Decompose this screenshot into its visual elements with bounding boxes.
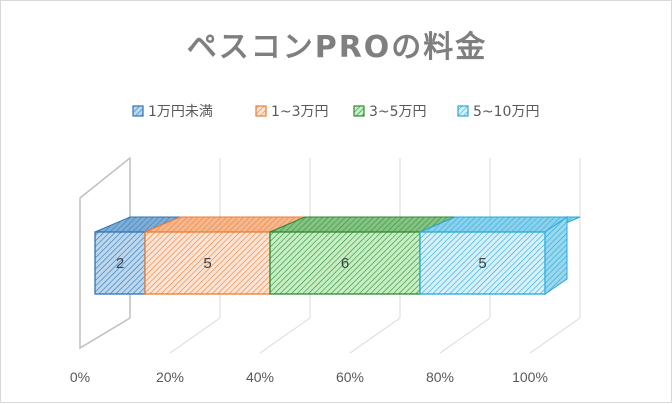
bar-top-shade: [95, 217, 180, 232]
x-tick-label: 60%: [336, 369, 364, 385]
legend-label-3: 3~5万円: [369, 104, 427, 120]
x-tick-label: 100%: [512, 369, 548, 385]
legend-swatch-4: [457, 105, 469, 117]
x-tick-label: 80%: [426, 369, 454, 385]
legend-label-4: 5~10万円: [473, 104, 539, 120]
bar-segment-4: [419, 216, 581, 295]
floor-gridline-4: [439, 317, 491, 354]
bar-top-shade: [420, 217, 580, 232]
legend: 1万円未満 1~3万円 3~5万円 5~10万円: [132, 104, 539, 120]
legend-label-2: 1~3万円: [271, 104, 329, 120]
bar-front-face: [419, 231, 546, 295]
bar-series: [94, 216, 581, 295]
floor-gridline-2: [259, 317, 311, 354]
bar-top-shade: [145, 217, 305, 232]
bar-front-face: [144, 231, 271, 295]
data-label-2: 5: [203, 255, 211, 272]
x-tick-label: 0%: [70, 369, 90, 385]
data-label-1: 2: [116, 255, 124, 272]
data-label-4: 5: [478, 255, 486, 272]
legend-swatch-2: [255, 105, 267, 117]
floor-gridline-1: [169, 317, 221, 354]
legend-label-1: 1万円未満: [148, 104, 213, 120]
x-axis-ticks: 0% 20% 40% 60% 80% 100%: [70, 369, 548, 385]
x-tick-label: 20%: [156, 369, 184, 385]
x-tick-label: 40%: [246, 369, 274, 385]
bar-side-face: [544, 216, 568, 295]
legend-swatch-3: [353, 105, 365, 117]
left-wall: [79, 156, 131, 350]
chart-title: ペスコンPROの料金: [187, 30, 488, 65]
bar-side-shade: [545, 217, 567, 294]
bar-top-shade: [270, 217, 455, 232]
floor-gridline-3: [349, 317, 401, 354]
bar-segment-3: [269, 216, 456, 295]
bar-segment-2: [144, 216, 306, 295]
legend-swatch-1: [132, 105, 144, 117]
floor-gridline-5: [529, 317, 581, 354]
data-label-3: 6: [341, 255, 349, 272]
data-labels: 2 5 6 5: [116, 255, 487, 272]
